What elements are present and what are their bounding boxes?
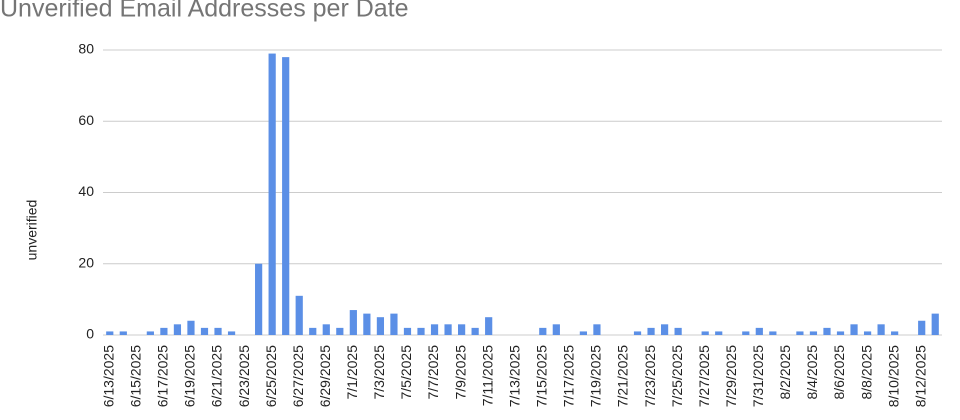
bar bbox=[309, 327, 317, 335]
bar bbox=[322, 324, 330, 335]
x-tick-label: 7/11/2025 bbox=[479, 345, 495, 406]
x-tick-label: 7/15/2025 bbox=[534, 345, 550, 407]
bar bbox=[891, 331, 899, 335]
bar bbox=[647, 327, 655, 335]
bar bbox=[742, 331, 750, 335]
x-tick-label: 6/21/2025 bbox=[209, 345, 225, 407]
y-tick-label: 80 bbox=[78, 41, 94, 57]
bar bbox=[485, 317, 493, 335]
y-tick-label: 60 bbox=[78, 112, 94, 128]
x-tick-label: 7/1/2025 bbox=[344, 345, 360, 400]
x-tick-label: 7/23/2025 bbox=[642, 345, 658, 407]
bar bbox=[349, 310, 357, 335]
bar bbox=[363, 313, 371, 335]
bar bbox=[931, 313, 939, 335]
bar bbox=[227, 331, 236, 335]
x-tick-label: 8/8/2025 bbox=[858, 345, 874, 400]
x-tick-label: 8/12/2025 bbox=[912, 345, 928, 407]
bar bbox=[918, 320, 926, 335]
bar bbox=[755, 327, 763, 335]
y-tick-label: 0 bbox=[86, 326, 94, 342]
bar bbox=[106, 331, 114, 335]
bar bbox=[444, 324, 452, 335]
x-tick-label: 8/4/2025 bbox=[804, 345, 820, 400]
x-tick-label: 6/15/2025 bbox=[128, 345, 144, 407]
bar bbox=[268, 53, 276, 335]
x-tick-label: 7/19/2025 bbox=[588, 345, 604, 407]
bar bbox=[539, 327, 547, 335]
bar bbox=[403, 327, 412, 335]
bar bbox=[877, 324, 885, 335]
bar bbox=[809, 331, 818, 335]
chart-title: Unverified Email Addresses per Date bbox=[0, 0, 409, 23]
x-tick-label: 6/29/2025 bbox=[317, 345, 333, 407]
x-tick-label: 7/13/2025 bbox=[506, 345, 522, 407]
bar bbox=[863, 331, 872, 335]
bar bbox=[200, 327, 209, 335]
x-tick-label: 6/25/2025 bbox=[263, 345, 279, 407]
bar bbox=[769, 331, 777, 335]
bar bbox=[376, 317, 385, 335]
y-axis-label: unverified bbox=[24, 200, 40, 261]
bar bbox=[823, 327, 831, 335]
x-tick-label: 7/5/2025 bbox=[398, 345, 414, 400]
bar bbox=[119, 331, 127, 335]
bar bbox=[458, 324, 466, 335]
bar bbox=[255, 263, 263, 335]
bar bbox=[836, 331, 845, 335]
x-tick-label: 8/10/2025 bbox=[885, 345, 901, 407]
y-tick-label: 40 bbox=[78, 183, 94, 199]
x-tick-label: 7/21/2025 bbox=[615, 345, 631, 407]
x-tick-label: 7/27/2025 bbox=[696, 345, 712, 407]
bar bbox=[173, 324, 182, 335]
y-tick-label: 20 bbox=[78, 254, 94, 270]
bar bbox=[850, 324, 858, 335]
x-tick-label: 7/25/2025 bbox=[669, 345, 685, 407]
bar bbox=[579, 331, 587, 335]
bar bbox=[471, 327, 479, 335]
x-tick-label: 6/23/2025 bbox=[236, 345, 252, 407]
bar bbox=[390, 313, 398, 335]
bar bbox=[660, 324, 669, 335]
x-tick-label: 8/6/2025 bbox=[831, 345, 847, 400]
x-tick-label: 6/17/2025 bbox=[155, 345, 171, 407]
bar bbox=[701, 331, 709, 335]
bar bbox=[715, 331, 723, 335]
x-tick-label: 7/17/2025 bbox=[561, 345, 577, 407]
x-tick-label: 7/9/2025 bbox=[452, 345, 468, 400]
bar bbox=[430, 324, 439, 335]
bar bbox=[160, 327, 168, 335]
bar bbox=[295, 295, 303, 335]
x-tick-label: 7/7/2025 bbox=[425, 345, 441, 400]
bar bbox=[214, 327, 222, 335]
bar bbox=[282, 57, 290, 335]
bar bbox=[552, 324, 560, 335]
x-tick-label: 6/27/2025 bbox=[290, 345, 306, 407]
bar bbox=[336, 327, 344, 335]
x-tick-label: 6/13/2025 bbox=[100, 345, 116, 407]
bar bbox=[417, 327, 425, 335]
bar bbox=[796, 331, 804, 335]
x-tick-label: 7/31/2025 bbox=[750, 345, 766, 407]
bar bbox=[146, 331, 154, 335]
bar bbox=[674, 327, 682, 335]
bar bbox=[593, 324, 601, 335]
bar bbox=[633, 331, 642, 335]
x-tick-label: 7/29/2025 bbox=[723, 345, 739, 407]
x-tick-label: 6/19/2025 bbox=[182, 345, 198, 407]
x-tick-label: 7/3/2025 bbox=[371, 345, 387, 400]
bar bbox=[187, 320, 195, 335]
x-tick-label: 8/2/2025 bbox=[777, 345, 793, 400]
